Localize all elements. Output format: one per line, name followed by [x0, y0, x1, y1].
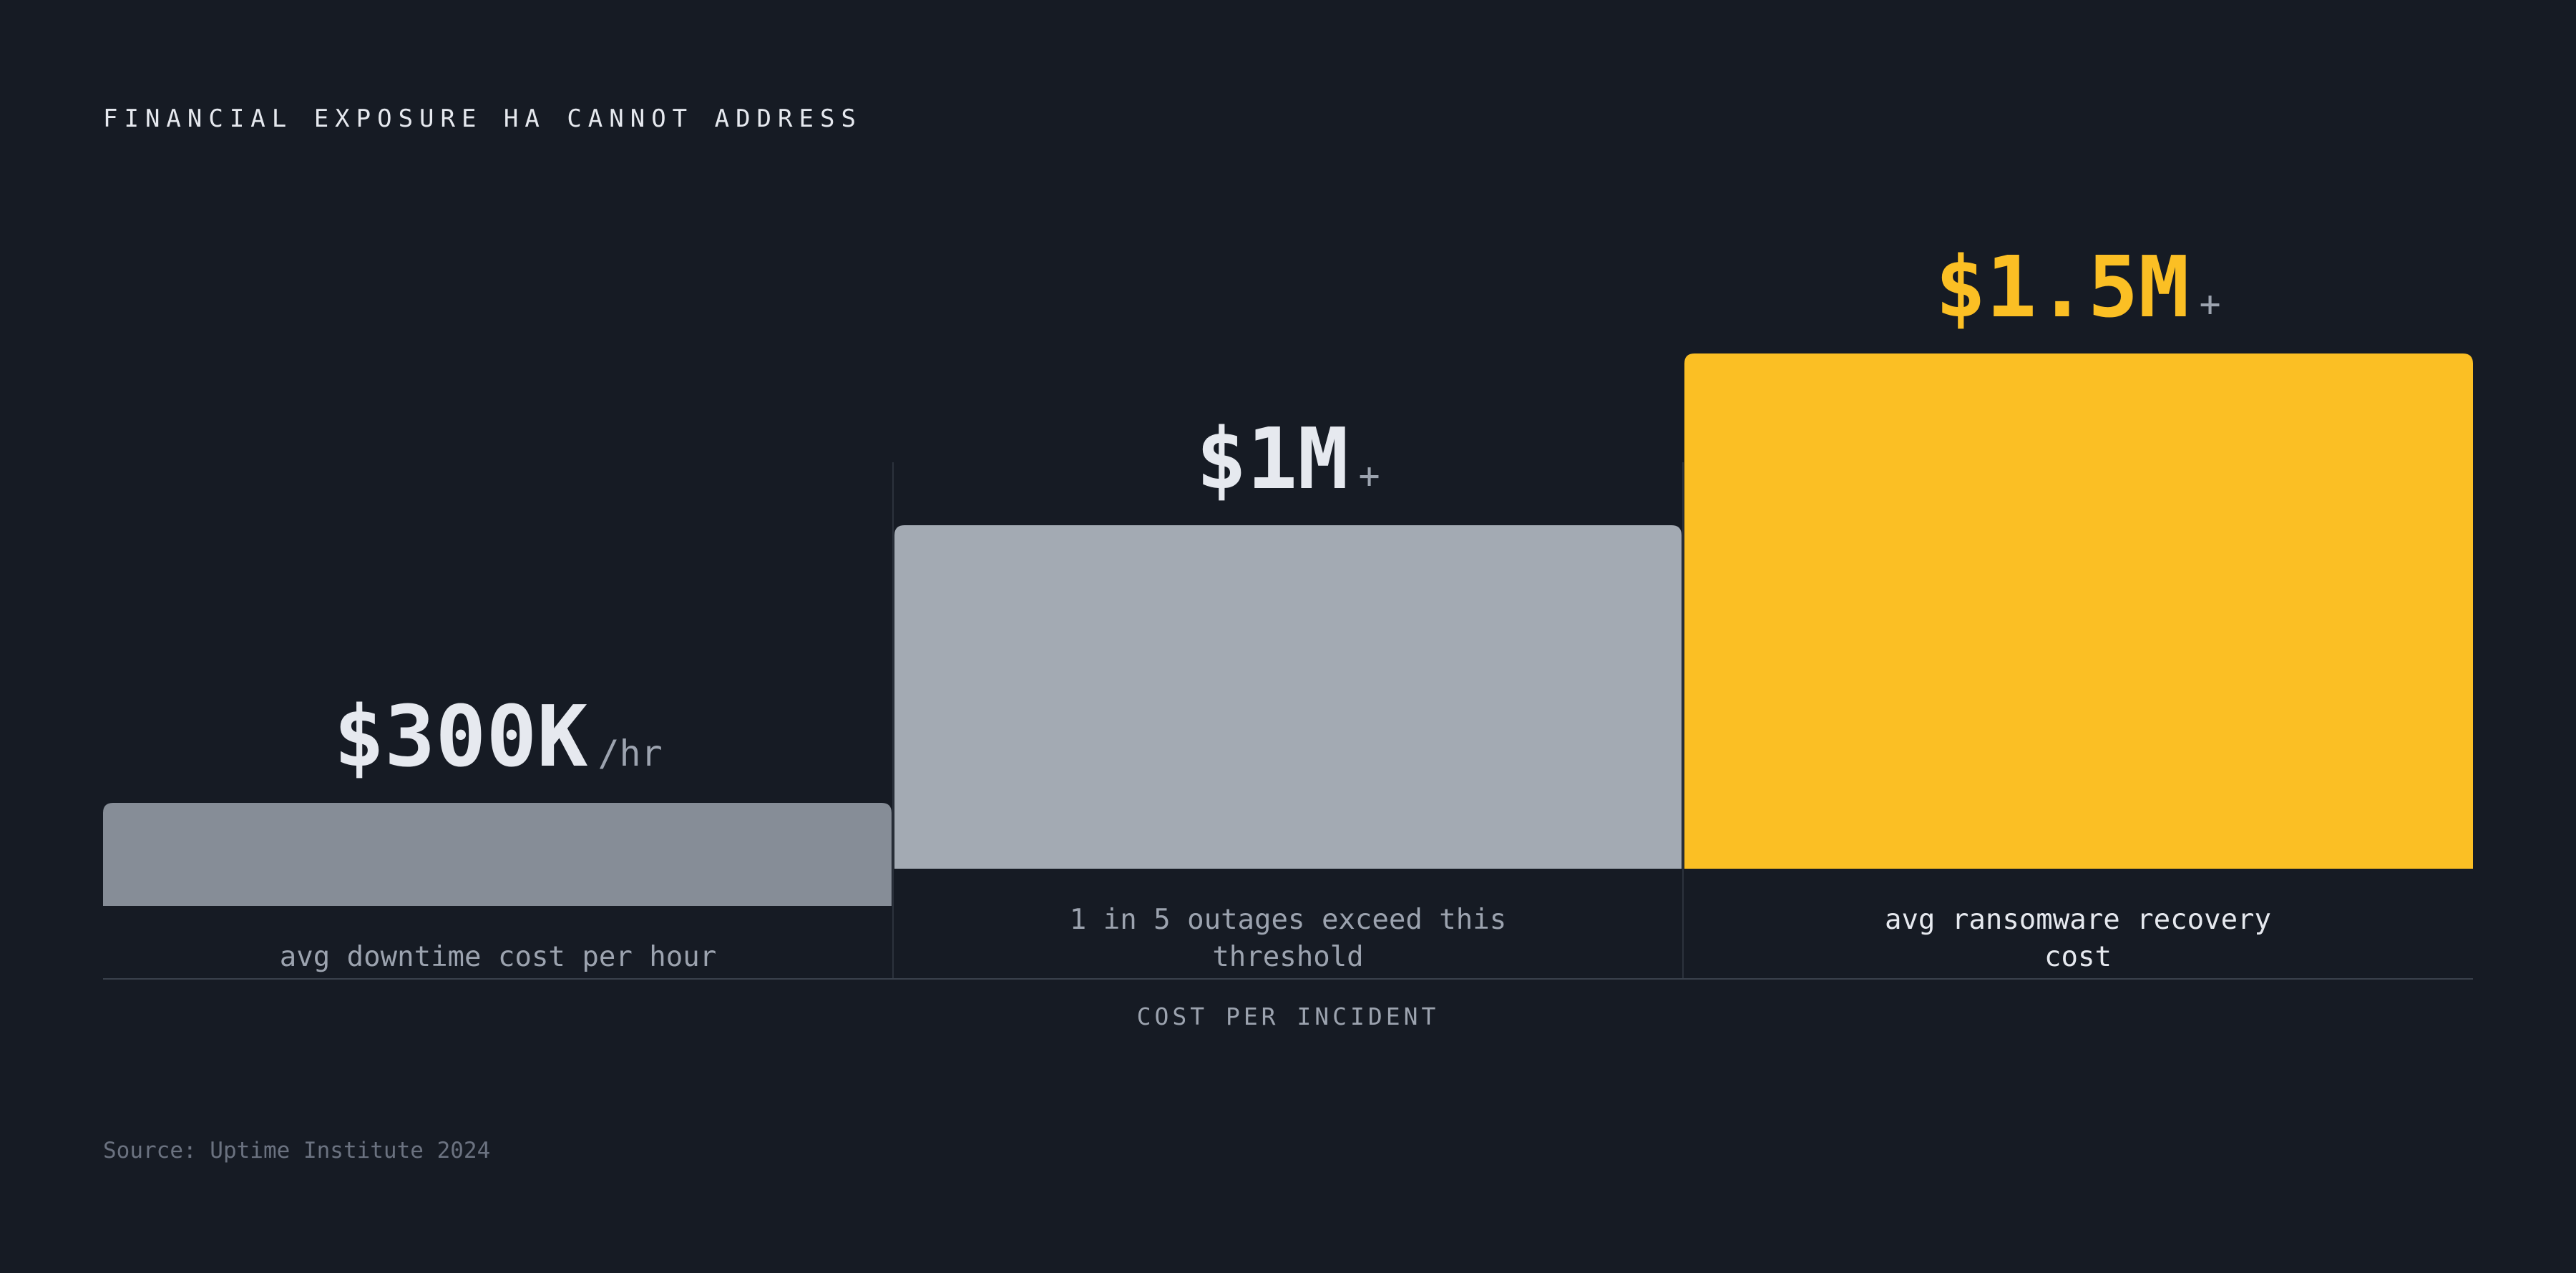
chart-title: FINANCIAL EXPOSURE HA CANNOT ADDRESS — [103, 104, 862, 133]
category-label: 1 in 5 outages exceed this — [1070, 904, 1506, 936]
x-axis-label: COST PER INCIDENT — [1137, 1003, 1440, 1030]
value-label: $1.5M + — [1935, 238, 2220, 336]
value-labels-group: $300K/hr $1M + $1.5M + — [333, 238, 2220, 786]
category-label: avg ransomware recovery — [1885, 904, 2271, 936]
category-label: cost — [2044, 941, 2112, 973]
value-label: $1M + — [1196, 409, 1380, 508]
value-label-number: $1.5M — [1935, 238, 2189, 336]
value-label: $300K/hr — [333, 687, 663, 786]
bar — [894, 525, 1682, 869]
bars-group — [103, 353, 2473, 906]
value-label-suffix: + — [1359, 455, 1380, 497]
category-label: avg downtime cost per hour — [280, 941, 716, 973]
value-label-suffix: + — [2200, 283, 2221, 325]
value-label-number: $1M — [1196, 409, 1348, 508]
category-label: threshold — [1212, 941, 1363, 973]
bar — [103, 803, 892, 906]
value-label-suffix: /hr — [597, 733, 662, 774]
category-labels-group: avg downtime cost per hour 1 in 5 outages… — [280, 904, 2271, 973]
bar — [1684, 353, 2473, 869]
column-separators — [892, 462, 1684, 979]
source-note: Source: Uptime Institute 2024 — [103, 1138, 491, 1164]
value-label-number: $300K — [333, 687, 587, 786]
